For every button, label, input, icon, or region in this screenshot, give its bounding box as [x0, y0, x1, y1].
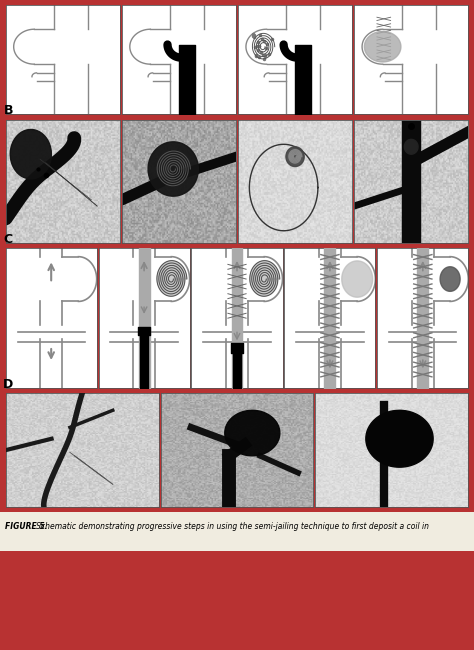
Text: Schematic demonstrating progressive steps in using the semi-jailing technique to: Schematic demonstrating progressive step…	[36, 523, 428, 532]
Polygon shape	[342, 261, 373, 297]
Text: D: D	[3, 378, 13, 391]
Polygon shape	[404, 139, 418, 154]
Text: A: A	[3, 0, 13, 3]
Text: B: B	[3, 104, 13, 117]
Polygon shape	[250, 261, 280, 296]
Polygon shape	[10, 129, 51, 179]
Polygon shape	[366, 410, 433, 467]
Text: C: C	[4, 233, 13, 246]
Text: FIGURE 5.: FIGURE 5.	[5, 523, 47, 532]
Polygon shape	[365, 31, 401, 62]
Polygon shape	[225, 410, 280, 456]
Polygon shape	[286, 147, 304, 166]
Polygon shape	[148, 142, 198, 196]
Polygon shape	[440, 266, 460, 291]
Polygon shape	[157, 261, 187, 296]
